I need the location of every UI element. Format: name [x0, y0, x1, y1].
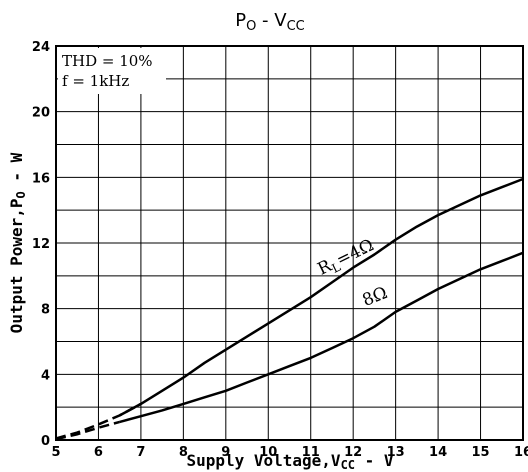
x-tick-label: 5 — [51, 445, 60, 460]
condition-thd: THD = 10% — [62, 52, 153, 70]
series-0-line — [119, 177, 524, 417]
svg-text:Output Power,PO - W: Output Power,PO - W — [7, 152, 28, 333]
x-tick-label: 9 — [221, 445, 230, 460]
x-tick-label: 12 — [344, 445, 362, 460]
x-axis-label-sub: CC — [341, 458, 355, 472]
y-tick-label: 4 — [41, 368, 50, 383]
x-tick-label: 7 — [136, 445, 145, 460]
y-tick-label: 16 — [32, 171, 50, 186]
y-axis-label: Output Power,PO - W — [7, 152, 28, 333]
title-sub-o: O — [246, 19, 256, 34]
y-tick-label: 8 — [41, 303, 50, 318]
chart-title: PO - VCC — [235, 10, 305, 34]
series-label-8ohm: 8Ω — [360, 283, 391, 311]
series-1-line — [119, 251, 524, 424]
title-mid: - V — [256, 10, 287, 31]
x-tick-label: 14 — [429, 445, 447, 460]
x-tick-label: 8 — [179, 445, 188, 460]
x-tick-label: 16 — [514, 445, 528, 460]
x-tick-label: 15 — [471, 445, 489, 460]
y-tick-label: 0 — [41, 434, 50, 449]
x-axis-label-unit: - V — [355, 451, 394, 470]
tick-labels: 5 6 7 8 9 10 11 12 13 14 15 16 0 4 8 12 16 20 24 — [32, 40, 528, 460]
conditions-background — [58, 48, 166, 94]
plot-frame — [55, 45, 524, 441]
x-axis-label-main: Supply Voltage,V — [186, 451, 340, 470]
series-1-dashed-segment — [55, 420, 121, 441]
y-tick-label: 20 — [32, 106, 50, 121]
x-tick-label: 11 — [302, 445, 320, 460]
title-sub-cc: CC — [287, 19, 305, 34]
title-p: P — [235, 10, 246, 31]
y-axis-label-unit: - W — [7, 152, 26, 191]
grid — [55, 45, 524, 441]
series-layer — [55, 177, 524, 441]
y-tick-label: 12 — [32, 237, 50, 252]
x-tick-label: 6 — [94, 445, 103, 460]
x-tick-label: 13 — [387, 445, 405, 460]
y-axis-label-main: Output Power,P — [7, 198, 26, 333]
y-axis-label-sub: O — [14, 191, 28, 198]
y-tick-label: 24 — [32, 40, 50, 55]
condition-frequency: f = 1kHz — [62, 72, 129, 90]
conditions-box: THD = 10% f = 1kHz — [58, 48, 166, 94]
x-tick-label: 10 — [259, 445, 277, 460]
x-axis-label: Supply Voltage,VCC - V — [186, 451, 393, 472]
